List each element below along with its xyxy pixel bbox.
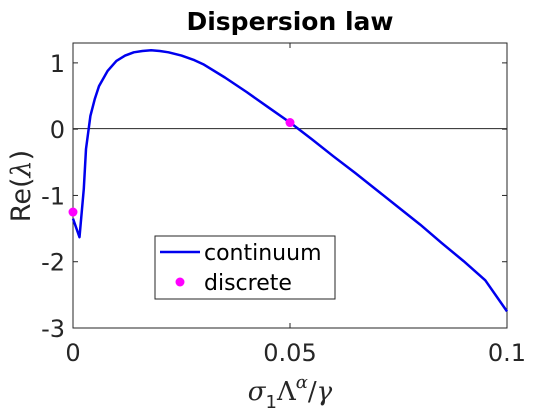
y-tick-label: -3 bbox=[41, 315, 65, 343]
y-tick-label: 0 bbox=[50, 116, 65, 144]
x-axis-label: σ1Λα/γ bbox=[248, 372, 333, 413]
y-tick-label: 1 bbox=[50, 50, 65, 78]
series-layer bbox=[68, 49, 509, 313]
axis-ticks: 0 0.05 0.1 -3 -2 -1 0 1 bbox=[41, 43, 526, 367]
series-line-continuum bbox=[71, 49, 509, 313]
chart-title: Dispersion law bbox=[186, 7, 393, 36]
legend-label-continuum: continuum bbox=[204, 241, 322, 266]
x-tick-label: 0 bbox=[65, 339, 80, 367]
y-tick-label: -1 bbox=[41, 182, 65, 210]
x-tick-label: 0.1 bbox=[488, 339, 526, 367]
y-tick-label: -2 bbox=[41, 249, 65, 277]
legend-box bbox=[154, 235, 336, 300]
legend-marker-discrete bbox=[175, 277, 185, 287]
legend: continuum discrete bbox=[154, 235, 336, 300]
data-point-discrete bbox=[68, 207, 78, 217]
data-point-discrete bbox=[285, 118, 295, 128]
x-tick-label: 0.05 bbox=[263, 339, 316, 367]
legend-label-discrete: discrete bbox=[204, 271, 292, 296]
y-axis-label: Re(λ) bbox=[6, 150, 37, 222]
